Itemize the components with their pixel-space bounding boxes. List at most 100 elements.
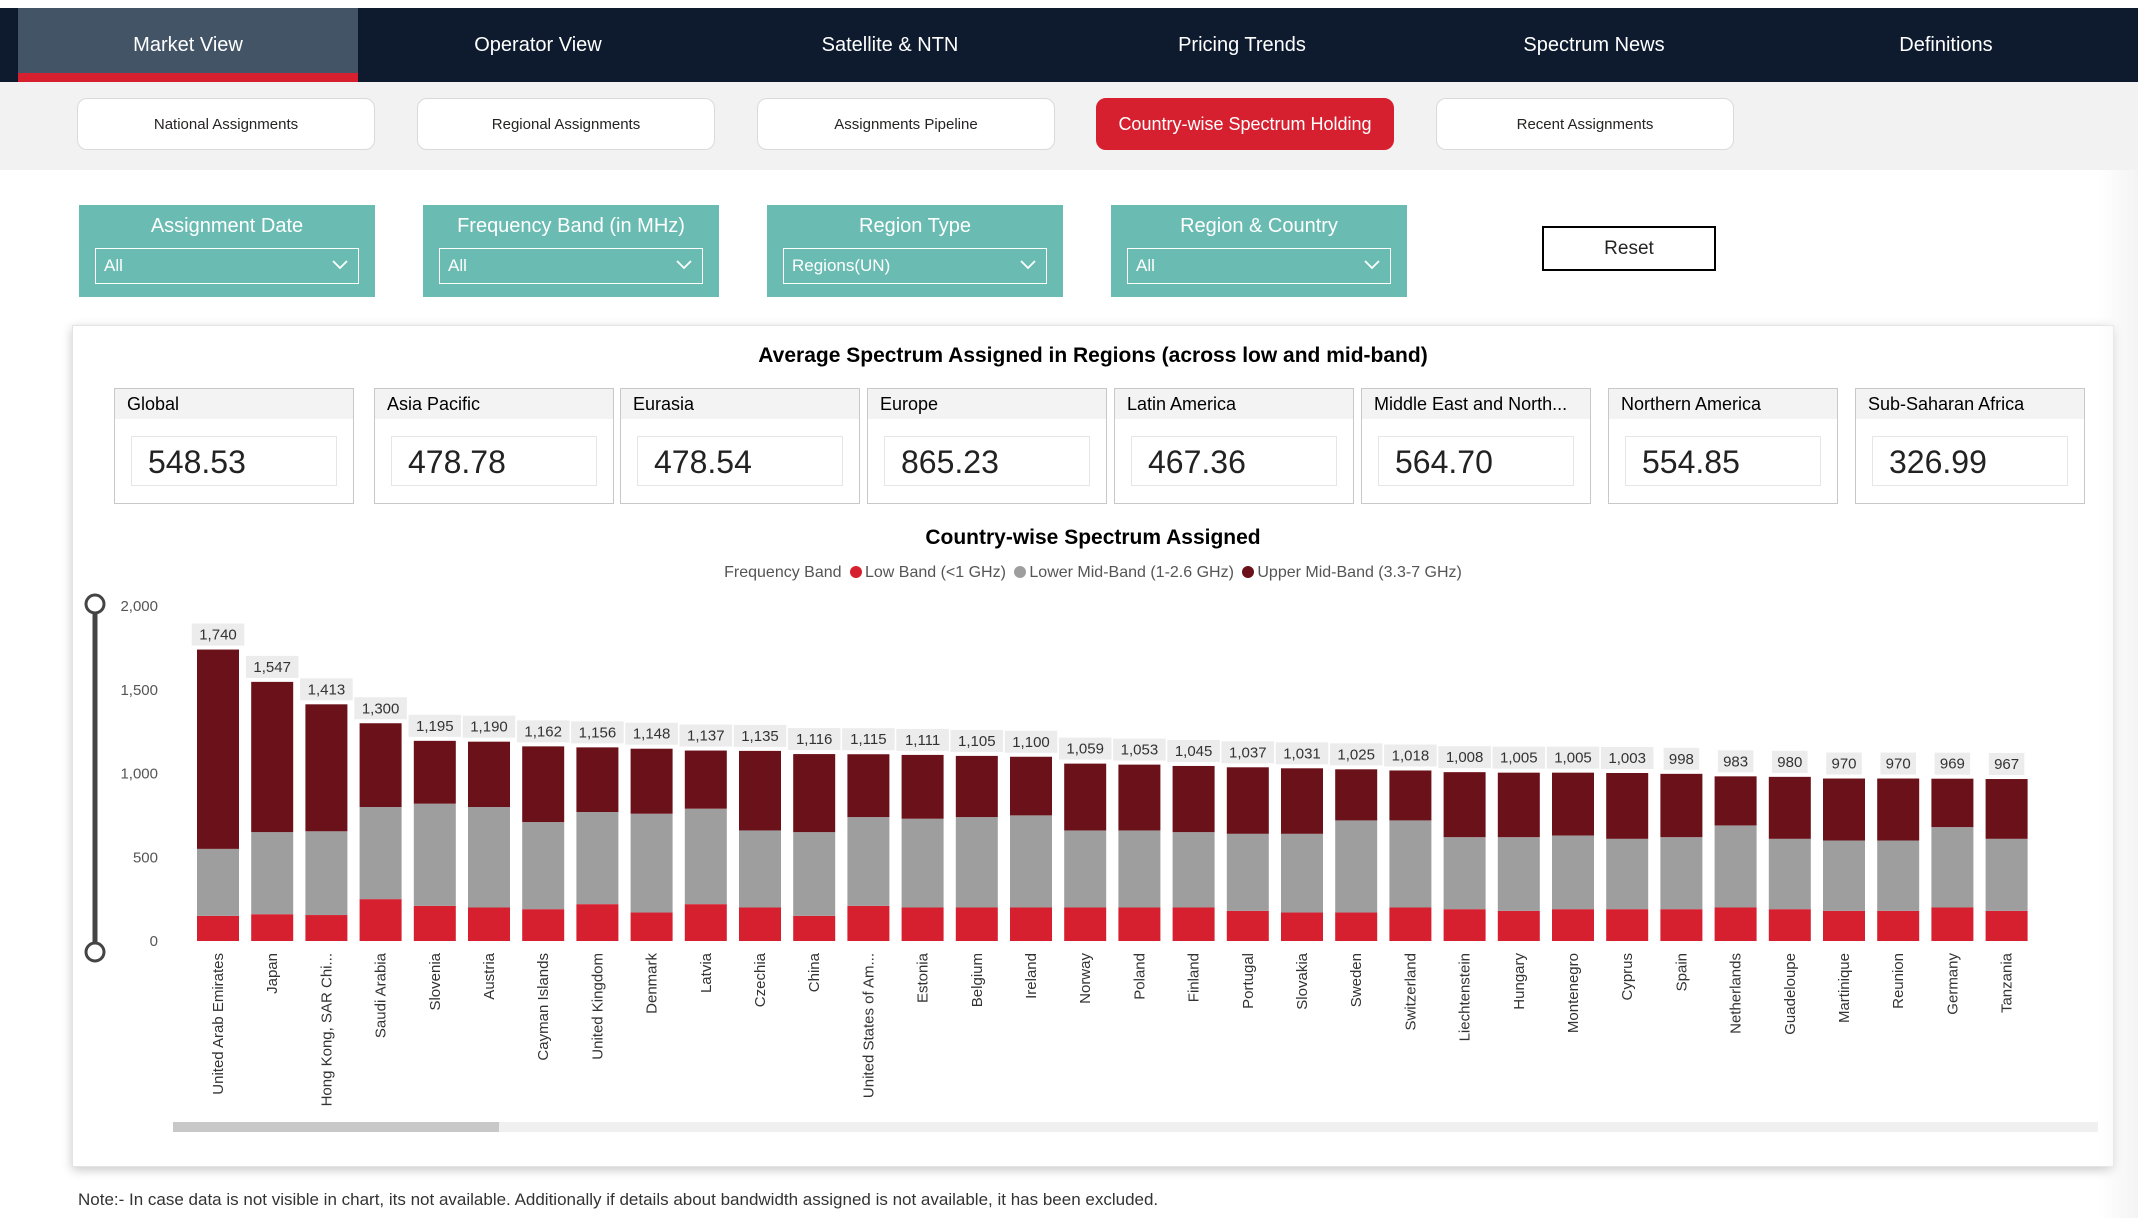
bar-segment[interactable] [1443,909,1486,941]
bar-segment[interactable] [1823,778,1865,841]
bar-segment[interactable] [1552,835,1594,910]
scrollbar-track[interactable] [173,1122,2098,1132]
subtab-recent-assignments[interactable]: Recent Assignments [1436,98,1734,150]
subtab-regional-assignments[interactable]: Regional Assignments [417,98,715,150]
bar-segment[interactable] [305,831,348,916]
bar-segment[interactable] [1172,832,1215,908]
tab-operator-view[interactable]: Operator View [474,33,602,56]
bar-segment[interactable] [1606,772,1649,839]
assignment-date-dropdown[interactable]: All [95,248,359,284]
bar-segment[interactable] [413,905,456,941]
bar-segment[interactable] [1497,837,1540,911]
frequency-band-dropdown[interactable]: All [439,248,703,284]
bar-segment[interactable] [955,907,998,942]
reset-button[interactable]: Reset [1542,226,1716,271]
region-country-dropdown[interactable]: All [1127,248,1391,284]
bar-segment[interactable] [1823,840,1865,911]
bar-segment[interactable] [847,754,890,818]
bar-segment[interactable] [1226,767,1269,834]
tab-definitions[interactable]: Definitions [1899,33,1993,56]
bar-segment[interactable] [576,904,619,941]
bar-segment[interactable] [197,915,239,941]
tab-market-view[interactable]: Market View [18,8,358,82]
subtab-country-wise-spectrum-holding[interactable]: Country-wise Spectrum Holding [1096,98,1394,150]
bar-segment[interactable] [251,832,294,915]
tab-spectrum-news[interactable]: Spectrum News [1523,33,1665,56]
bar-segment[interactable] [1497,910,1540,941]
bar-segment[interactable] [1010,907,1052,942]
bar-segment[interactable] [1606,909,1649,941]
bar-segment[interactable] [847,817,890,906]
bar-segment[interactable] [1714,776,1757,826]
scrollbar-thumb[interactable] [173,1122,499,1132]
bar-segment[interactable] [1877,840,1920,911]
bar-segment[interactable] [1172,907,1215,942]
bar-segment[interactable] [1335,820,1378,913]
bar-segment[interactable] [793,832,836,916]
bar-segment[interactable] [1714,825,1757,908]
bar-segment[interactable] [1660,837,1703,910]
tab-pricing-trends[interactable]: Pricing Trends [1178,33,1306,56]
bar-segment[interactable] [739,907,781,942]
y-range-slider-handle-top[interactable] [84,593,106,615]
bar-segment[interactable] [197,649,239,849]
region-type-dropdown[interactable]: Regions(UN) [783,248,1047,284]
bar-segment[interactable] [413,803,456,906]
bar-segment[interactable] [630,813,673,913]
bar-segment[interactable] [251,914,294,941]
bar-segment[interactable] [359,807,402,900]
bar-segment[interactable] [630,748,673,814]
bar-segment[interactable] [793,915,836,941]
bar-segment[interactable] [684,904,727,941]
bar-segment[interactable] [1335,912,1378,941]
bar-segment[interactable] [468,741,510,807]
legend-item-upper-mid-band[interactable]: Upper Mid-Band (3.3-7 GHz) [1257,564,1462,581]
bar-segment[interactable] [1985,779,2028,839]
bar-segment[interactable] [955,755,998,818]
bar-segment[interactable] [1931,778,1974,828]
bar-segment[interactable] [739,830,781,908]
bar-segment[interactable] [522,822,565,910]
bar-segment[interactable] [522,909,565,941]
bar-segment[interactable] [1064,830,1107,908]
bar-segment[interactable] [305,915,348,941]
bar-segment[interactable] [630,912,673,941]
bar-segment[interactable] [847,905,890,941]
bar-segment[interactable] [1226,910,1269,941]
bar-segment[interactable] [1985,838,2028,911]
bar-segment[interactable] [251,681,294,833]
bar-segment[interactable] [413,740,456,804]
bar-segment[interactable] [793,754,836,833]
tab-satellite-ntn[interactable]: Satellite & NTN [821,33,959,56]
bar-segment[interactable] [684,808,727,905]
bar-segment[interactable] [1443,772,1486,838]
legend-item-lower-mid-band[interactable]: Lower Mid-Band (1-2.6 GHz) [1029,564,1234,581]
bar-segment[interactable] [576,747,619,813]
bar-segment[interactable] [901,907,944,942]
bar-segment[interactable] [468,807,510,908]
bar-segment[interactable] [359,899,402,941]
bar-segment[interactable] [739,750,781,831]
bar-segment[interactable] [1118,830,1161,908]
bar-segment[interactable] [468,907,510,942]
bar-segment[interactable] [1172,765,1215,833]
bar-segment[interactable] [1497,772,1540,838]
bar-segment[interactable] [1389,820,1432,908]
bar-segment[interactable] [1768,776,1811,839]
bar-segment[interactable] [1010,756,1052,816]
bar-segment[interactable] [1552,772,1594,836]
bar-segment[interactable] [1064,907,1107,942]
bar-segment[interactable] [522,746,565,823]
bar-segment[interactable] [1281,912,1323,941]
bar-segment[interactable] [1064,763,1107,831]
bar-segment[interactable] [1768,909,1811,941]
bar-segment[interactable] [1823,910,1865,941]
bar-segment[interactable] [1768,838,1811,910]
bar-segment[interactable] [1226,833,1269,911]
bar-segment[interactable] [1660,909,1703,941]
bar-segment[interactable] [1010,815,1052,908]
legend-item-low-band[interactable]: Low Band (<1 GHz) [864,564,1006,581]
bar-segment[interactable] [901,754,944,819]
bar-segment[interactable] [1118,907,1161,942]
bar-segment[interactable] [1443,837,1486,910]
